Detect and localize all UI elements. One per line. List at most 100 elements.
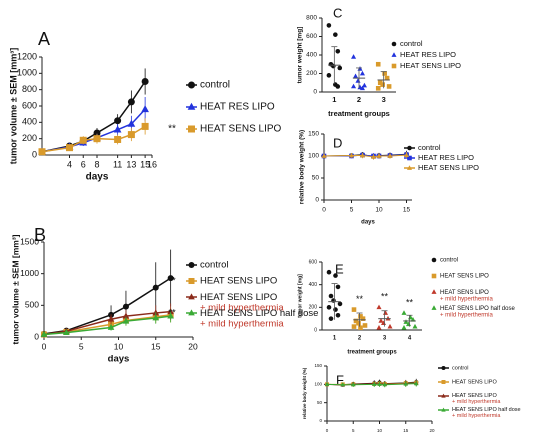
legend-label: HEAT SENS LIPO + mild hyperthermia [200,292,284,313]
y-tick-label: 1500 [20,236,39,246]
x-tick-label: 2 [357,95,361,104]
y-axis-label: relative body weight (%) [299,130,306,204]
marker [333,273,338,278]
marker [40,330,48,337]
x-tick-label: 2 [358,336,362,342]
marker [188,278,195,284]
marker [63,328,70,335]
marker [114,135,122,143]
legend-label-line: HEAT SENS LIPO half dose [200,308,321,319]
y-tick-label: 500 [25,300,39,310]
marker [401,324,407,330]
marker [351,324,357,329]
marker [107,323,115,330]
marker [114,117,122,125]
x-tick-label: 3 [382,95,386,104]
y-tick-label: 400 [309,282,318,288]
legend-label: HEAT SENS LIPO half dose + mild hyperthe… [440,306,516,319]
marker [351,83,357,89]
x-tick-label: 5 [352,428,355,433]
marker [441,393,446,398]
marker [127,131,135,139]
marker [382,382,387,387]
marker [351,54,357,59]
marker [401,310,407,315]
legend-label-line: HEAT SENS LIPO [440,290,490,296]
marker [375,86,381,91]
legend-label: HEAT RES LIPO [418,153,474,162]
x-tick-label: 0 [326,428,329,433]
x-tick-label: 20 [429,428,435,433]
marker [326,269,332,275]
marker [403,319,409,324]
marker [377,80,383,86]
annotation: ** [168,276,176,287]
y-tick-label: 600 [306,33,317,40]
x-tick-label: 4 [408,336,412,342]
marker [380,82,385,87]
marker [441,407,446,412]
marker [441,366,446,370]
marker [441,380,446,384]
x-tick-label: 15 [140,159,150,169]
legend-label: control [418,143,441,152]
x-tick-label: 10 [114,341,124,351]
marker [326,305,332,310]
marker [333,307,338,312]
y-tick-label: 0 [314,327,317,333]
legend-label: HEAT SENS LIPO [440,274,489,280]
legend-label: control [200,80,230,91]
marker [335,84,341,89]
x-axis-label: days [361,220,375,226]
x-tick-label: 4 [67,159,72,169]
marker [406,165,413,170]
legend-label: control [200,260,229,271]
panel-label: B [34,225,46,245]
marker [391,52,397,57]
x-tick-label: 10 [377,428,383,433]
marker [167,312,174,319]
marker [370,154,377,159]
marker [326,23,332,28]
marker [362,323,368,328]
legend-label: HEAT SENS LIPO + mild hyperthermia [452,393,501,405]
marker [188,309,195,316]
y-axis-label: tumor weight [mg] [297,274,303,318]
series-line [326,383,417,386]
x-tick-label: 10 [375,207,383,214]
marker [328,293,334,299]
marker [387,153,393,158]
marker [152,314,160,321]
legend-label-line: HEAT SENS LIPO [452,393,498,399]
panel-label: D [333,135,342,150]
y-tick-label: 150 [308,131,319,138]
marker [431,305,437,310]
marker [113,125,122,133]
marker [337,301,343,307]
x-tick-label: 13 [126,159,136,169]
x-tick-label: 6 [81,159,86,169]
legend-label: control [452,365,469,371]
y-tick-label: 150 [314,363,322,368]
x-tick-label: 1 [332,95,336,104]
series-line [41,108,146,153]
marker [127,98,135,106]
marker [361,82,367,88]
legend-label: HEAT SENS LIPO half dose + mild hyperthe… [452,407,522,419]
x-tick-label: 0 [42,341,47,351]
marker [324,381,330,386]
marker [340,382,345,387]
marker [407,145,412,151]
marker [335,284,341,290]
marker [377,381,382,386]
marker [386,84,392,89]
marker [360,316,366,321]
y-tick-label: 600 [309,259,318,265]
y-tick-label: 100 [308,153,319,160]
x-tick-label: 3 [383,336,387,342]
x-tick-label: 20 [188,341,198,351]
legend-label: HEAT SENS LIPO [200,276,277,287]
marker [187,102,196,110]
legend-label: HEAT RES LIPO [200,102,275,113]
